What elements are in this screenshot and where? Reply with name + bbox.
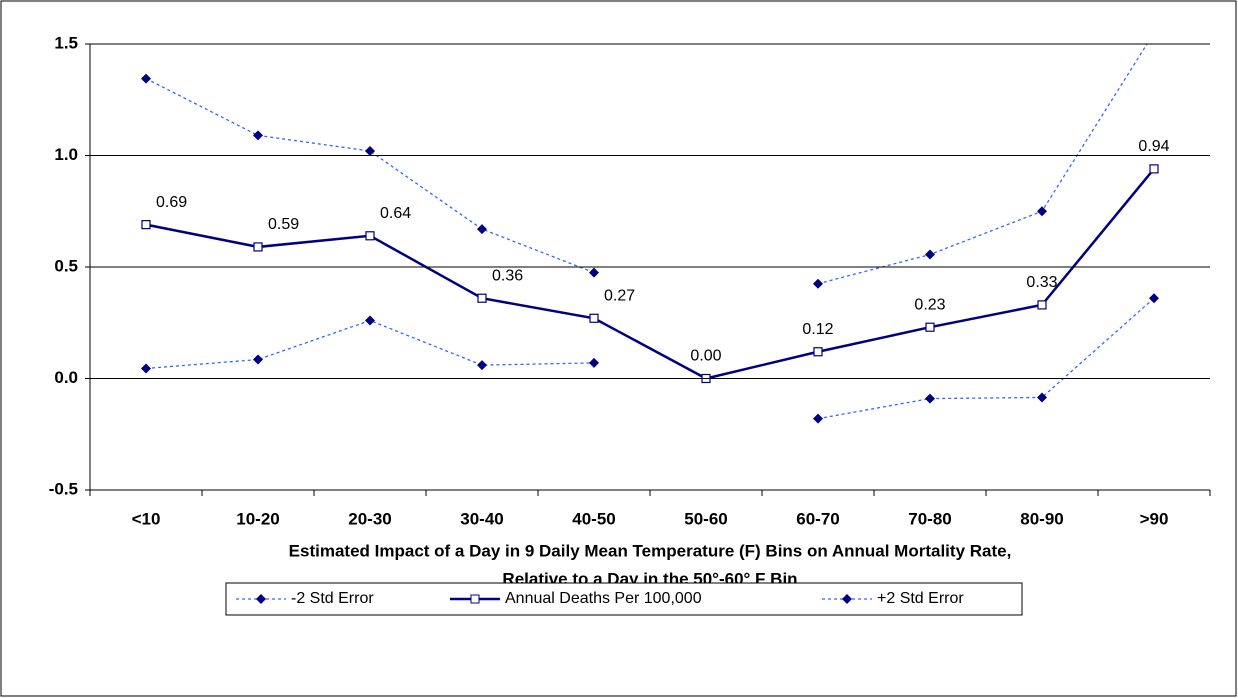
marker <box>1037 300 1047 310</box>
marker <box>253 242 263 252</box>
marker <box>477 360 487 371</box>
legend-box <box>225 582 1023 616</box>
x-tick-label: 70-80 <box>908 509 951 528</box>
series-line <box>145 44 1148 285</box>
legend-marker <box>470 594 480 604</box>
marker <box>141 363 151 374</box>
x-tick-label: 20-30 <box>348 509 391 528</box>
legend-label: +2 Std Error <box>877 590 964 607</box>
marker <box>253 130 263 141</box>
data-label: 0.94 <box>1138 138 1169 155</box>
marker <box>477 293 487 303</box>
marker <box>589 313 599 323</box>
x-tick-label: 60-70 <box>796 509 839 528</box>
marker <box>365 146 375 157</box>
marker <box>141 73 151 84</box>
marker <box>365 315 375 326</box>
x-tick-label: <10 <box>132 509 161 528</box>
legend-label: -2 Std Error <box>291 590 374 607</box>
legend-marker <box>842 594 852 604</box>
series-line <box>145 168 1155 380</box>
marker <box>813 278 823 289</box>
x-axis-title: Estimated Impact of a Day in 9 Daily Mea… <box>289 541 1012 560</box>
data-label: 0.23 <box>914 296 945 313</box>
marker <box>589 267 599 278</box>
y-tick-label: 0.0 <box>54 368 78 387</box>
y-tick-label: -0.5 <box>49 479 78 498</box>
data-label: 0.36 <box>492 267 523 284</box>
marker <box>1037 392 1047 403</box>
x-tick-label: 40-50 <box>572 509 615 528</box>
x-tick-label: >90 <box>1140 509 1169 528</box>
x-tick-label: 50-60 <box>684 509 727 528</box>
marker <box>365 231 375 241</box>
marker <box>1037 206 1047 217</box>
legend-marker <box>256 594 266 604</box>
marker <box>925 249 935 260</box>
legend-label: Annual Deaths Per 100,000 <box>505 590 702 607</box>
y-tick-label: 0.5 <box>54 256 78 275</box>
marker <box>1149 293 1159 304</box>
data-label: 0.69 <box>156 194 187 211</box>
data-label: 0.27 <box>604 288 635 305</box>
x-tick-label: 10-20 <box>236 509 279 528</box>
data-label: 0.12 <box>802 321 833 338</box>
marker <box>141 220 151 230</box>
y-tick-label: 1.0 <box>54 145 78 164</box>
plot-area <box>141 44 1159 424</box>
y-tick-label: 1.5 <box>54 33 78 52</box>
data-label: 0.59 <box>268 216 299 233</box>
marker <box>813 347 823 357</box>
marker <box>589 357 599 368</box>
marker <box>253 354 263 365</box>
data-label: 0.33 <box>1026 274 1057 291</box>
marker <box>813 413 823 424</box>
x-tick-label: 80-90 <box>1020 509 1063 528</box>
marker <box>1149 164 1159 174</box>
data-label: 0.00 <box>690 348 721 365</box>
data-label: 0.64 <box>380 205 411 222</box>
marker <box>925 393 935 404</box>
marker <box>925 322 935 332</box>
marker <box>477 224 487 235</box>
x-tick-label: 30-40 <box>460 509 503 528</box>
